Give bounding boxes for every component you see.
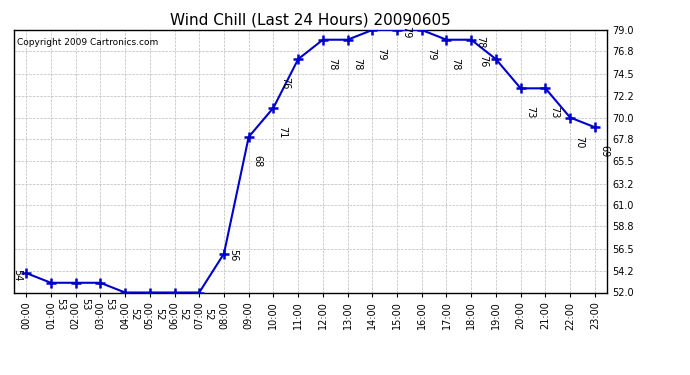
- Text: 79: 79: [401, 26, 411, 38]
- Text: 52: 52: [154, 308, 164, 320]
- Text: 52: 52: [204, 308, 213, 320]
- Text: 73: 73: [549, 106, 560, 119]
- Text: 76: 76: [280, 77, 290, 90]
- Text: 53: 53: [55, 298, 65, 310]
- Text: 79: 79: [426, 48, 436, 60]
- Text: 54: 54: [12, 269, 22, 281]
- Text: 76: 76: [478, 55, 488, 68]
- Text: 78: 78: [352, 58, 362, 70]
- Text: 52: 52: [179, 308, 188, 320]
- Text: 70: 70: [574, 135, 584, 148]
- Text: 73: 73: [525, 106, 535, 119]
- Text: 78: 78: [327, 58, 337, 70]
- Text: 56: 56: [228, 249, 238, 262]
- Text: 53: 53: [80, 298, 90, 310]
- Text: 52: 52: [129, 308, 139, 320]
- Text: 78: 78: [475, 36, 485, 48]
- Text: 71: 71: [277, 126, 288, 138]
- Text: 53: 53: [104, 298, 115, 310]
- Text: 79: 79: [377, 48, 386, 60]
- Title: Wind Chill (Last 24 Hours) 20090605: Wind Chill (Last 24 Hours) 20090605: [170, 12, 451, 27]
- Text: 68: 68: [253, 155, 263, 167]
- Text: Copyright 2009 Cartronics.com: Copyright 2009 Cartronics.com: [17, 38, 158, 47]
- Text: 78: 78: [451, 58, 461, 70]
- Text: 69: 69: [599, 145, 609, 158]
